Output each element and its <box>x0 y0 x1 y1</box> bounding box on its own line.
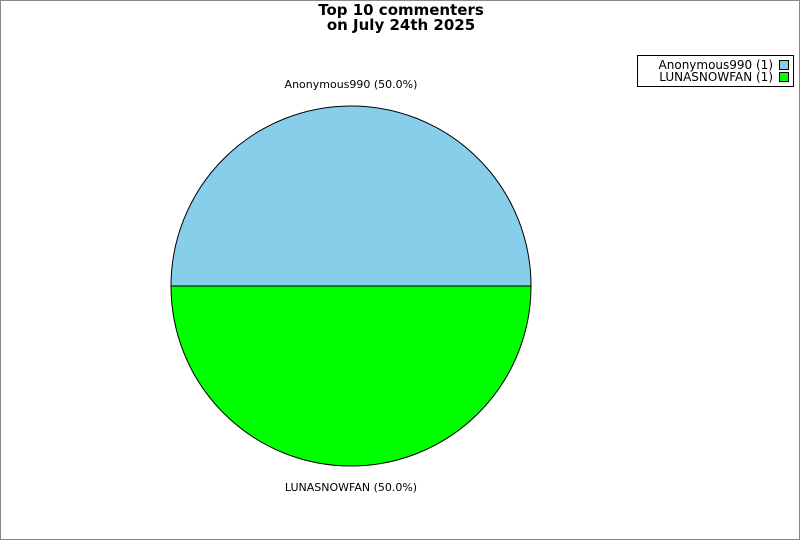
legend-label: LUNASNOWFAN (1) <box>659 70 773 84</box>
legend: Anonymous990 (1) LUNASNOWFAN (1) <box>637 55 794 87</box>
legend-swatch <box>779 72 789 82</box>
chart-title: Top 10 commenters on July 24th 2025 <box>1 1 799 34</box>
slice-label: LUNASNOWFAN (50.0%) <box>285 481 417 494</box>
legend-item-anonymous990: Anonymous990 (1) <box>659 59 789 71</box>
title-line-1: Top 10 commenters <box>318 1 484 19</box>
legend-label: Anonymous990 (1) <box>658 58 773 72</box>
legend-item-lunasnowfan: LUNASNOWFAN (1) <box>659 71 789 83</box>
legend-swatch <box>779 60 789 70</box>
pie-slice-lunasnowfan <box>170 285 532 467</box>
slice-label: Anonymous990 (50.0%) <box>285 78 418 91</box>
title-line-2: on July 24th 2025 <box>326 16 476 34</box>
pie-slice-anonymous990 <box>170 105 532 287</box>
